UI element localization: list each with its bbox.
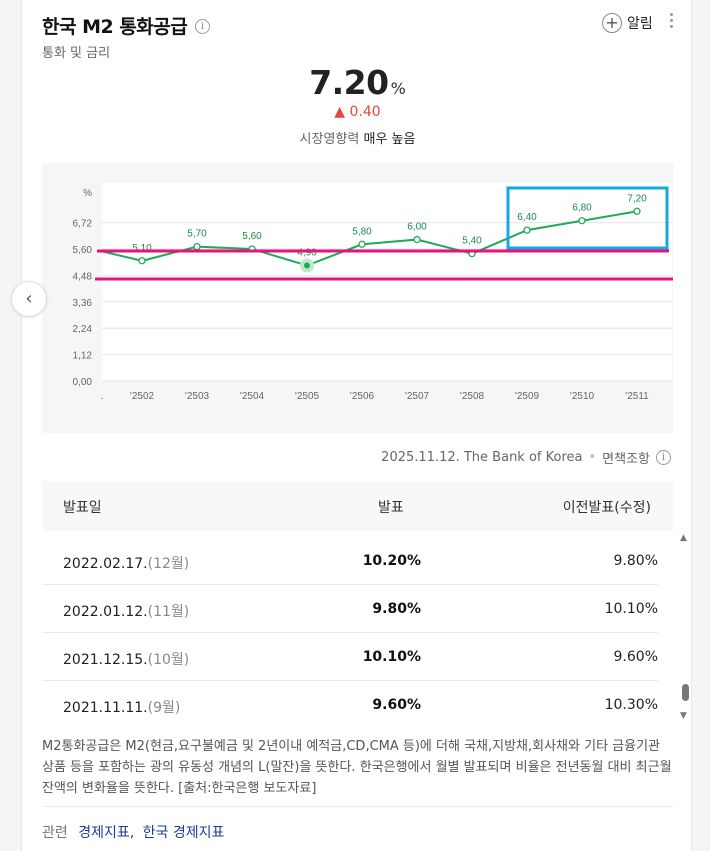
- y-tick-label: 0,00: [73, 377, 93, 388]
- related-links: 관련 경제지표, 한국 경제지표: [42, 822, 224, 842]
- scroll-thumb[interactable]: [682, 684, 689, 701]
- row-date: 2022.02.17.(12월): [63, 556, 190, 572]
- indicator-description: M2통화공급은 M2(현금,요구불예금 및 2년이내 예적금,CD,CMA 등)…: [42, 739, 672, 796]
- divider: [42, 806, 673, 807]
- data-label: 6,00: [407, 222, 427, 233]
- data-point: [304, 262, 310, 269]
- scroll-down-icon[interactable]: ▼: [680, 711, 687, 721]
- x-tick-label: '2502: [130, 391, 155, 402]
- data-label: 7,20: [627, 193, 647, 204]
- row-value: 9.60%: [372, 697, 421, 713]
- data-point: [358, 240, 366, 248]
- x-tick-label: '2504: [240, 391, 265, 402]
- y-tick-label: 3,36: [73, 298, 93, 309]
- data-label: 4,90: [297, 248, 317, 259]
- related-link-economic[interactable]: 경제지표,: [78, 825, 135, 841]
- data-label: 6,80: [572, 203, 592, 214]
- x-tick-label: '2511: [625, 391, 649, 402]
- table-row: 2022.02.17.(12월) 10.20% 9.80%: [42, 537, 658, 585]
- scroll-up-icon[interactable]: ▲: [680, 533, 687, 543]
- data-label: 5,70: [187, 229, 207, 240]
- table-row: 2021.11.11.(9월) 9.60% 10.30%: [42, 681, 658, 722]
- row-previous: 9.80%: [613, 553, 658, 569]
- row-previous: 9.60%: [613, 649, 658, 665]
- table-row: 2021.12.15.(10월) 10.10% 9.60%: [42, 633, 658, 681]
- table-scrollbar[interactable]: ▲ ▼: [679, 533, 691, 721]
- header-value: 발표: [378, 500, 404, 516]
- impact-value: 매우 높음: [363, 132, 416, 147]
- market-impact: 시장영향력 매우 높음: [22, 128, 693, 147]
- data-label: 5,60: [242, 231, 262, 242]
- alarm-label: 알림: [627, 16, 653, 32]
- x-tick-label: '2507: [405, 391, 430, 402]
- x-tick-label: '2509: [515, 391, 540, 402]
- row-previous: 10.10%: [604, 601, 658, 617]
- row-date: 2022.01.12.(11월): [63, 604, 190, 620]
- row-value: 10.20%: [362, 553, 421, 569]
- x-tick-label: .: [101, 391, 104, 402]
- data-label: 5,10: [132, 243, 152, 254]
- indicator-card: 한국 M2 통화공급 i 통화 및 금리 + 알림 7.20% ▲ 0.40 시…: [21, 0, 692, 851]
- current-value: 7.20%: [22, 63, 693, 102]
- x-tick-label: '2503: [185, 391, 210, 402]
- x-tick-label: '2506: [350, 391, 375, 402]
- row-previous: 10.30%: [604, 697, 658, 713]
- row-value: 10.10%: [362, 649, 421, 665]
- data-point: [138, 257, 146, 265]
- row-date: 2021.12.15.(10월): [63, 652, 190, 668]
- current-value-number: 7.20: [309, 63, 389, 102]
- y-axis-label: %: [83, 188, 92, 199]
- separator-dot: •: [588, 450, 597, 465]
- table-row: 2022.01.12.(11월) 9.80% 10.10%: [42, 585, 658, 633]
- line-chart: 0,00 1,12 2,24 3,36 4,48 5,60 6,72%. '2502 '2503…: [73, 183, 673, 402]
- y-tick-label: 4,48: [73, 271, 93, 282]
- data-label: 5,40: [462, 236, 482, 247]
- related-link-korea[interactable]: 한국 경제지표: [142, 825, 225, 841]
- y-tick-label: 6,72: [73, 219, 93, 230]
- impact-label: 시장영향력: [299, 132, 360, 147]
- header-previous: 이전발표(수정): [562, 500, 651, 516]
- data-point: [578, 217, 586, 225]
- annotation-box: [506, 186, 669, 250]
- chart-area: 0,00 1,12 2,24 3,36 4,48 5,60 6,72%. '2502 '2503…: [42, 163, 673, 433]
- category-subtitle: 통화 및 금리: [42, 46, 111, 61]
- disclaimer-info-icon[interactable]: i: [656, 450, 671, 465]
- y-tick-label: 5,60: [73, 245, 93, 256]
- chevron-left-icon[interactable]: ‹: [11, 281, 47, 317]
- source-text: 2025.11.12. The Bank of Korea: [381, 450, 583, 465]
- value-change: ▲ 0.40: [334, 104, 381, 120]
- row-value: 9.80%: [372, 601, 421, 617]
- data-point: [523, 226, 531, 234]
- page-title: 한국 M2 통화공급: [42, 16, 188, 38]
- release-table[interactable]: 2022.02.17.(12월) 10.20% 9.80% 2022.01.12…: [42, 537, 658, 722]
- data-label: 5,80: [352, 226, 372, 237]
- table-header: 발표일 발표 이전발표(수정): [42, 481, 673, 531]
- alarm-button[interactable]: + 알림: [602, 13, 653, 33]
- data-point: [413, 235, 421, 244]
- y-tick-label: 1,12: [73, 351, 93, 362]
- more-options-icon[interactable]: [668, 13, 674, 31]
- disclaimer-link[interactable]: 면책조항: [602, 452, 650, 467]
- x-tick-label: '2510: [570, 391, 595, 402]
- data-label: 6,40: [517, 212, 537, 223]
- current-value-unit: %: [390, 79, 406, 98]
- x-tick-label: '2505: [295, 391, 320, 402]
- row-date: 2021.11.11.(9월): [63, 700, 181, 716]
- y-tick-label: 2,24: [73, 324, 93, 335]
- data-point: [193, 242, 201, 251]
- plus-icon: +: [602, 13, 622, 33]
- plot-background: [102, 183, 672, 381]
- header-date: 발표일: [63, 500, 102, 516]
- data-point: [633, 207, 641, 215]
- info-icon[interactable]: i: [195, 19, 210, 34]
- related-label: 관련: [42, 825, 68, 841]
- source-line: 2025.11.12. The Bank of Korea • 면책조항 i: [381, 448, 671, 467]
- x-tick-label: '2508: [460, 391, 485, 402]
